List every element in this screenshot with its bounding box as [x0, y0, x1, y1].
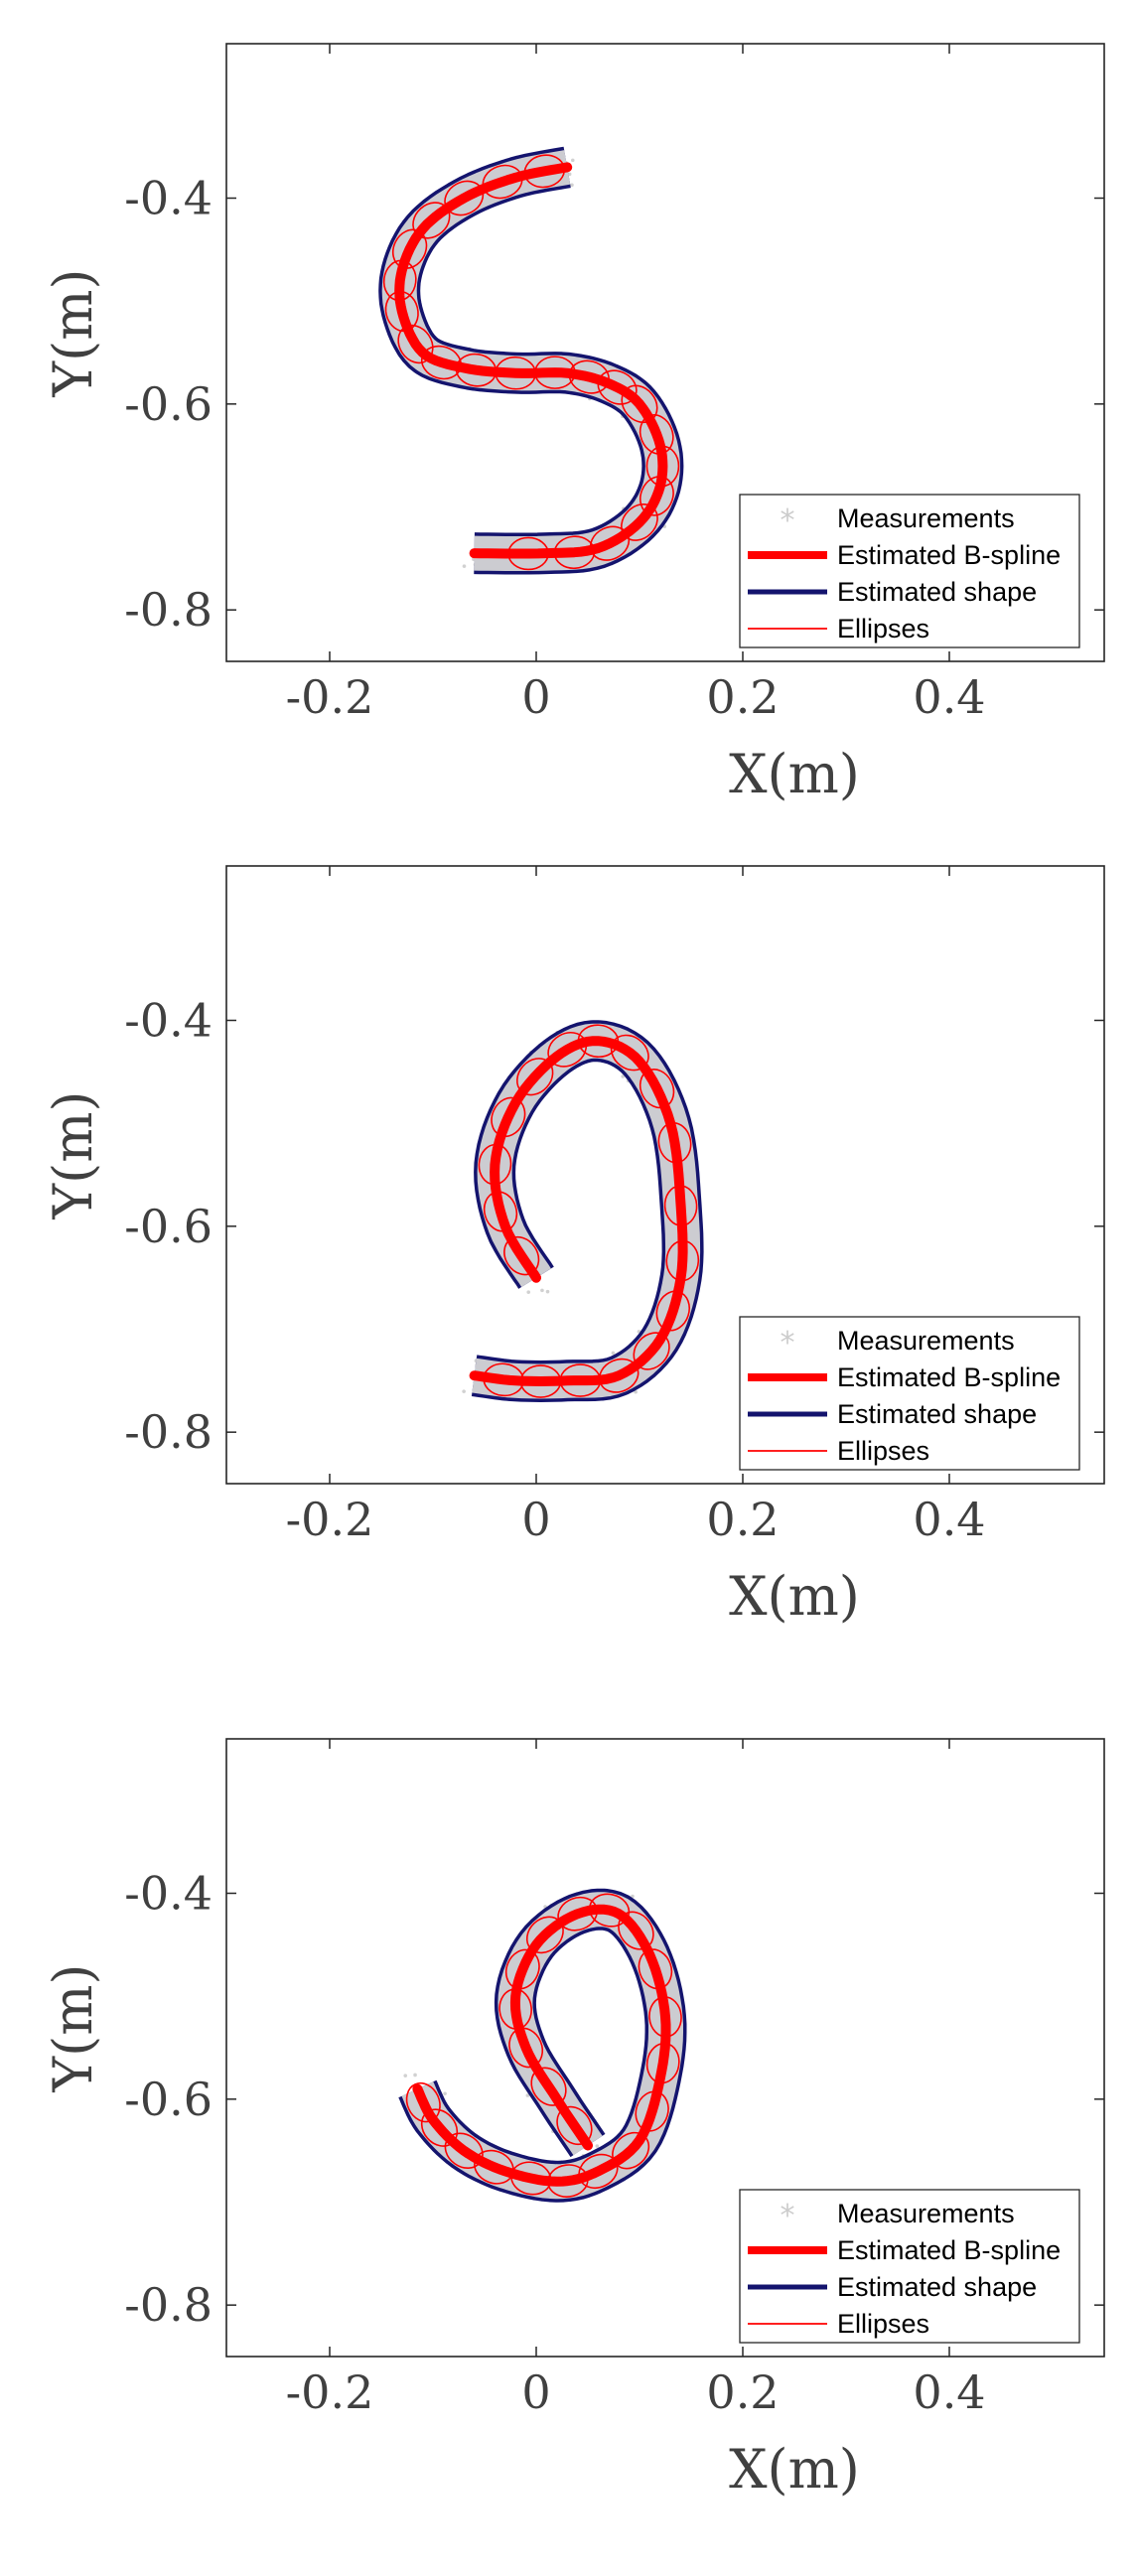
y-tick-label: -0.4: [124, 994, 213, 1048]
legend-bspline-label: Estimated B-spline: [837, 2235, 1061, 2265]
x-tick-label: -0.2: [286, 1493, 374, 1546]
measurement-point: [631, 1894, 635, 1899]
legend-measurements-marker: *: [781, 1326, 795, 1360]
legend-measurements-marker: *: [781, 503, 795, 538]
legend-bspline-label: Estimated B-spline: [837, 540, 1061, 570]
measurement-point: [443, 2091, 447, 2096]
measurement-point: [621, 1074, 626, 1078]
legend-box: [739, 2189, 1080, 2344]
estimated-bspline: [412, 1904, 671, 2187]
x-tick-label: 0: [521, 2365, 550, 2419]
measurement-point: [595, 2144, 600, 2148]
legend-bspline-label: Estimated B-spline: [837, 1362, 1061, 1392]
x-tick-label: 0: [521, 1493, 550, 1546]
plot-panel-2: -0.2 0 0.2 0.4 -0.4 -0.6 -0.8 X(m) Y(m) * Measurem…: [42, 865, 1105, 1628]
measurement-point: [567, 172, 572, 177]
plot-panel-1: -0.2 0 0.2 0.4 -0.4 -0.6 -0.8 X(m) Y(m) * Measurem…: [42, 43, 1105, 805]
legend: * Measurements Estimated B-spline Estimated…: [739, 2189, 1080, 2344]
legend-measurements-marker: *: [781, 2199, 795, 2233]
measurement-point: [403, 2074, 408, 2077]
measurement-point: [413, 2073, 417, 2077]
legend: * Measurements Estimated B-spline Estimated…: [739, 1316, 1080, 1471]
x-tick-label: 0.2: [706, 2365, 779, 2419]
measurement-point: [540, 1288, 544, 1293]
y-tick-label: -0.6: [124, 2073, 213, 2126]
legend-shape-label: Estimated shape: [837, 577, 1037, 607]
measurement-point: [462, 564, 467, 568]
measurement-point: [526, 1290, 531, 1294]
x-axis-label: X(m): [729, 2438, 860, 2501]
measurement-point: [634, 1389, 638, 1394]
y-tick-label: -0.6: [124, 377, 213, 431]
legend-ellipses-label: Ellipses: [837, 2309, 929, 2339]
legend-measurements-label: Measurements: [837, 503, 1015, 533]
y-tick-label: -0.8: [124, 583, 213, 637]
measurement-point: [525, 2093, 530, 2097]
legend-ellipses-label: Ellipses: [837, 1436, 929, 1466]
legend-box: [739, 494, 1080, 648]
y-axis-label: Y(m): [42, 1964, 104, 2093]
y-tick-label: -0.8: [124, 2278, 213, 2332]
legend: * Measurements Estimated B-spline Estimated…: [739, 494, 1080, 648]
legend-measurements-label: Measurements: [837, 1326, 1015, 1356]
x-axis-label: X(m): [729, 743, 860, 805]
legend-shape-label: Estimated shape: [837, 2272, 1037, 2302]
x-tick-label: -0.2: [286, 2365, 374, 2419]
estimated-bspline: [394, 162, 668, 559]
y-tick-label: -0.4: [124, 1867, 213, 1921]
x-tick-label: 0: [521, 670, 550, 724]
measurement-point: [611, 1351, 616, 1356]
y-tick-label: -0.6: [124, 1200, 213, 1253]
measurement-point: [462, 1389, 466, 1393]
x-axis-label: X(m): [729, 1565, 860, 1628]
measurement-point: [570, 158, 575, 163]
estimated-bspline: [469, 1036, 688, 1386]
legend-box: [739, 1316, 1080, 1471]
plot-panel-3: -0.2 0 0.2 0.4 -0.4 -0.6 -0.8 X(m) Y(m) * Measurem…: [42, 1738, 1105, 2501]
legend-ellipses-label: Ellipses: [837, 614, 929, 644]
legend-measurements-label: Measurements: [837, 2199, 1015, 2228]
x-tick-label: 0.4: [913, 1493, 985, 1546]
x-tick-label: 0.2: [706, 1493, 779, 1546]
y-axis-label: Y(m): [42, 269, 104, 398]
x-tick-label: -0.2: [286, 670, 374, 724]
x-tick-label: 0.4: [913, 2365, 985, 2419]
x-tick-label: 0.2: [706, 670, 779, 724]
legend-shape-label: Estimated shape: [837, 1399, 1037, 1429]
measurement-point: [570, 183, 574, 188]
y-tick-label: -0.4: [124, 172, 213, 225]
y-axis-label: Y(m): [42, 1091, 104, 1220]
y-tick-label: -0.8: [124, 1405, 213, 1459]
measurement-point: [545, 1289, 550, 1294]
x-tick-label: 0.4: [913, 670, 985, 724]
